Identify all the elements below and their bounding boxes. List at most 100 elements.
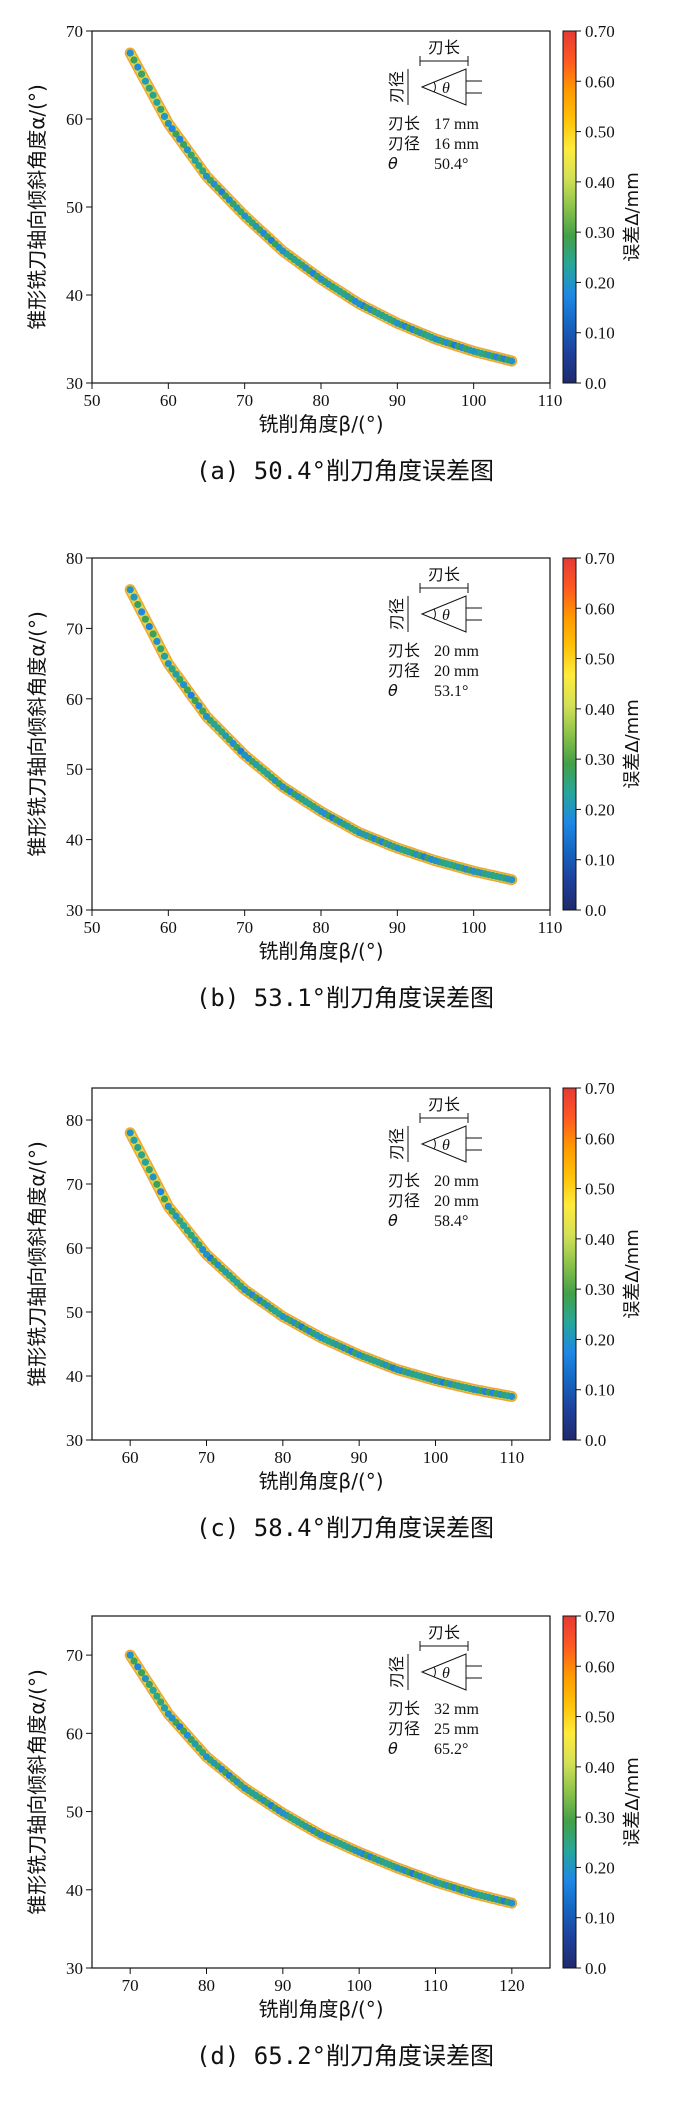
plot-frame <box>91 1087 551 1441</box>
x-tick-label: 60 <box>160 391 177 410</box>
colorbar-tick-label: 0.70 <box>585 549 615 568</box>
data-point <box>199 167 207 175</box>
data-point <box>141 1675 149 1683</box>
colorbar-tick-label: 0.0 <box>585 1431 606 1450</box>
data-point <box>317 1334 325 1341</box>
data-point <box>508 1393 515 1400</box>
data-point <box>149 1173 157 1181</box>
colorbar-tick-label: 0.60 <box>585 72 615 91</box>
data-point <box>141 77 149 85</box>
x-tick-label: 90 <box>274 1976 291 1995</box>
colorbar-tick-label: 0.50 <box>585 123 615 142</box>
panel-caption: (b) 53.1°削刀角度误差图 <box>196 984 494 1012</box>
series-edge-inner <box>126 49 516 365</box>
data-point <box>180 681 188 689</box>
data-point <box>160 1704 169 1712</box>
data-point <box>195 702 203 710</box>
x-tick-label: 110 <box>423 1976 448 1995</box>
data-point <box>241 1286 248 1293</box>
colorbar-tick-label: 0.20 <box>585 273 615 292</box>
legend-row-label: 刃长 <box>388 1171 420 1190</box>
legend-theta-symbol: θ <box>442 1137 450 1154</box>
data-point <box>470 868 477 875</box>
colorbar: 0.0 0.10 0.20 0.30 0.40 0.50 0.60 0.70 误差Δ/mm <box>562 22 643 393</box>
y-tick-label: 30 <box>66 374 83 393</box>
colorbar-tick-label: 0.60 <box>585 1657 615 1676</box>
colorbar-tick-label: 0.20 <box>585 1330 615 1349</box>
colorbar-scale <box>562 557 577 911</box>
data-point <box>130 1657 138 1665</box>
y-tick-label: 40 <box>66 831 83 850</box>
legend-row-value: 20 mm <box>434 1193 479 1210</box>
series-edge-inner <box>126 1651 516 1908</box>
x-tick-label: 110 <box>538 918 563 937</box>
y-axis-title: 锥形铣刀轴向倾斜角度α/(°) <box>25 1141 49 1387</box>
data-point <box>145 84 153 92</box>
data-point <box>165 1710 172 1718</box>
data-point <box>191 697 199 705</box>
data-point <box>127 1651 134 1659</box>
legend-row-label: 刃径 <box>388 134 420 153</box>
series-edge <box>124 584 518 886</box>
legend-row-value: 16 mm <box>434 136 479 153</box>
legend-row-value: 65.2° <box>434 1741 468 1758</box>
colorbar-tick-label: 0.60 <box>585 599 615 618</box>
y-tick-label: 60 <box>66 110 83 129</box>
data-point <box>432 1377 439 1384</box>
legend-row-value: 25 mm <box>434 1721 479 1738</box>
y-tick-label: 50 <box>66 1803 83 1822</box>
data-point <box>130 593 138 601</box>
data-point <box>141 615 149 623</box>
legend-row-value: 58.4° <box>434 1213 468 1230</box>
colorbar-tick-label: 0.50 <box>585 650 615 669</box>
data-point <box>134 600 142 609</box>
data-point <box>183 146 191 154</box>
data-point <box>130 56 138 64</box>
y-tick-label: 60 <box>66 690 83 709</box>
data-point <box>168 665 176 673</box>
colorbar-tick-label: 0.0 <box>585 901 606 920</box>
legend-side-label: 刃径 <box>387 598 406 630</box>
data-point <box>195 1241 203 1249</box>
y-tick-label: 70 <box>66 1175 83 1194</box>
legend-row-value: 17 mm <box>434 116 479 133</box>
data-point <box>176 135 184 143</box>
y-tick-label: 60 <box>66 1239 83 1258</box>
y-tick-label: 70 <box>66 1646 83 1665</box>
data-point <box>165 1203 172 1210</box>
colorbar-tick-label: 0.40 <box>585 1758 615 1777</box>
data-point <box>134 1143 142 1152</box>
data-point <box>317 1831 325 1839</box>
data-point <box>356 1849 363 1856</box>
data-point <box>394 320 401 327</box>
cone-icon <box>420 68 467 106</box>
x-tick-label: 90 <box>389 918 406 937</box>
data-point <box>183 686 191 694</box>
data-point <box>149 1686 157 1694</box>
data-point <box>145 1680 153 1688</box>
x-tick-label: 100 <box>346 1976 372 1995</box>
data-point <box>153 98 161 106</box>
x-tick-label: 80 <box>313 918 330 937</box>
x-axis-title: 铣削角度β/(°) <box>258 1469 383 1493</box>
data-point <box>241 751 248 759</box>
data-point <box>138 1151 146 1159</box>
y-tick-label: 60 <box>66 1724 83 1743</box>
data-point <box>145 623 153 631</box>
colorbar-tick-label: 0.70 <box>585 1607 615 1626</box>
data-point <box>157 105 165 113</box>
data-point <box>203 1753 210 1761</box>
plot-frame <box>91 1615 551 1969</box>
y-tick-label: 70 <box>66 619 83 638</box>
legend-row-label: θ <box>388 1739 398 1758</box>
cone-icon <box>420 1653 467 1691</box>
data-point <box>187 1231 195 1239</box>
data-point <box>127 1129 134 1137</box>
data-point <box>279 1313 286 1320</box>
data-point <box>138 608 146 616</box>
colorbar-scale <box>562 1087 577 1441</box>
x-tick-label: 80 <box>274 1448 291 1467</box>
data-point <box>149 630 157 638</box>
